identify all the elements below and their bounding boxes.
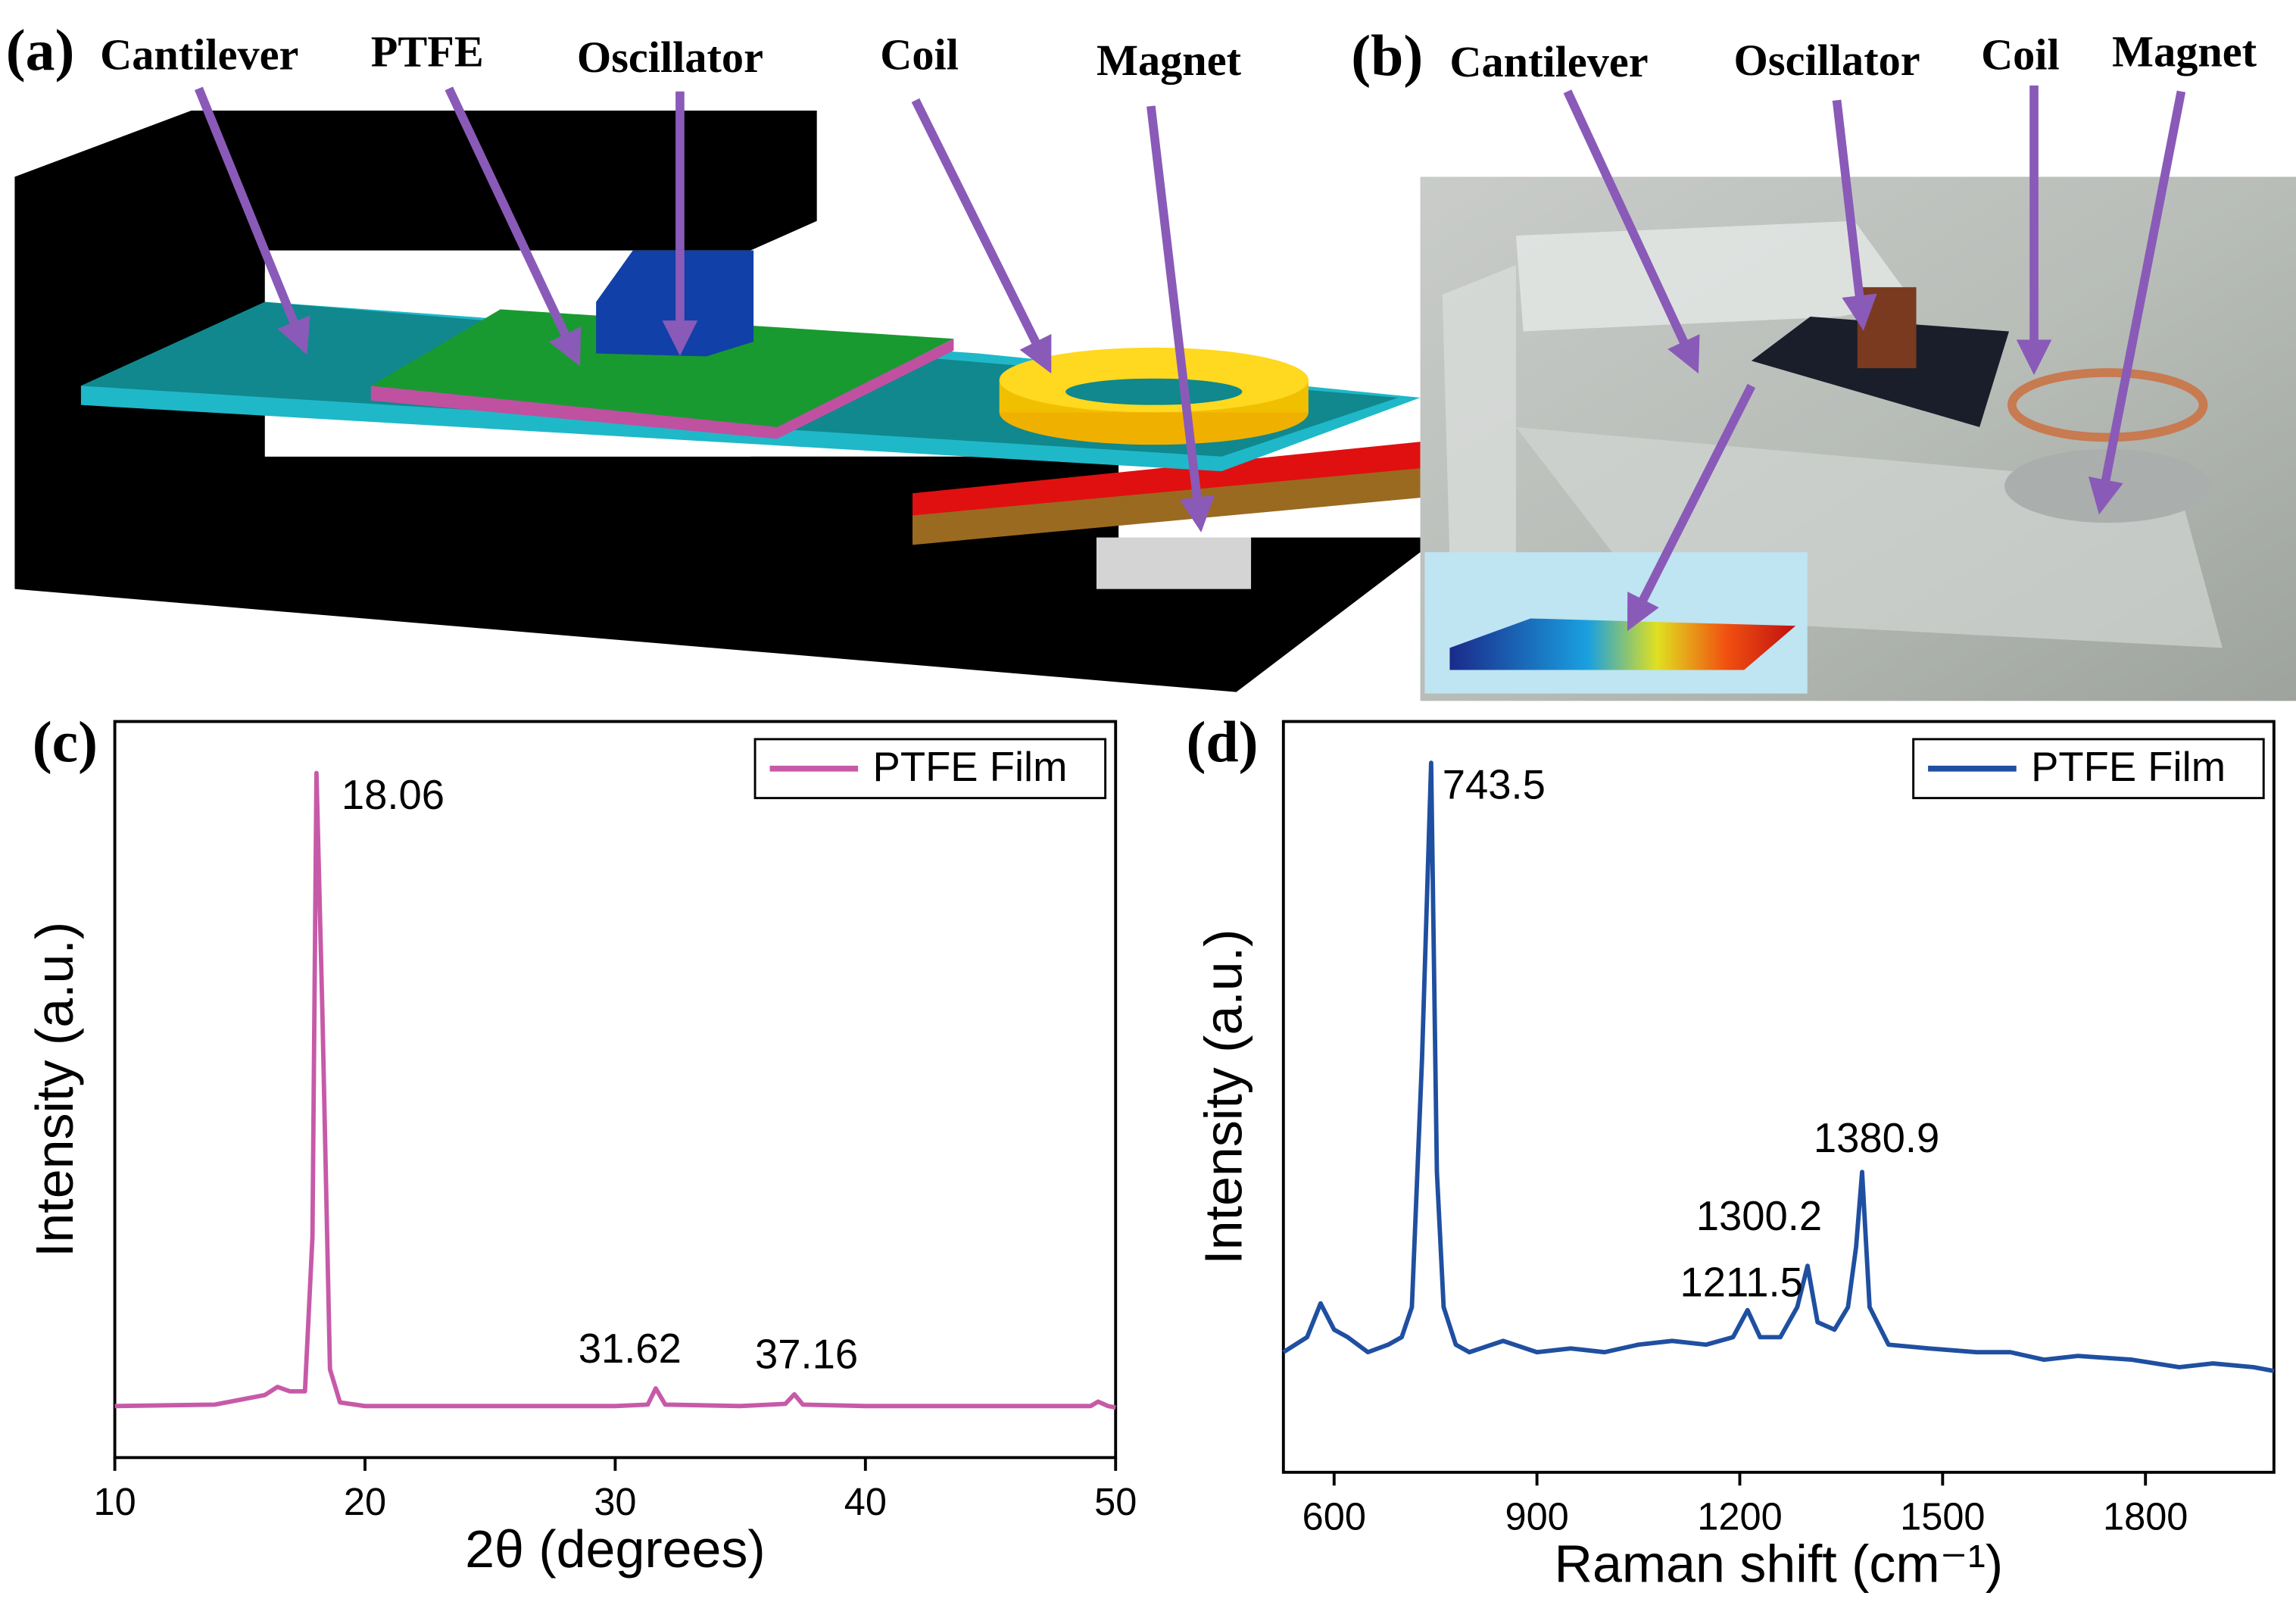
magnet-base [912, 468, 1421, 545]
arrow [1832, 99, 1877, 331]
x-tick-label: 50 [1094, 1480, 1137, 1523]
oscillator [596, 250, 754, 357]
chart: 10 20 30 40 50 2θ (degrees) Intensity (a.u.) (c… [25, 709, 1137, 1579]
chart: 600 900 1200 1500 1800 Raman shift (cm⁻¹) Inte… [1187, 709, 2276, 1594]
peak-label: 1300.2 [1696, 1193, 1822, 1239]
part-label: Oscillator [1734, 36, 1920, 85]
x-tick-label: 1800 [2103, 1494, 2188, 1538]
coil-hole [1065, 378, 1243, 405]
legend-label: PTFE Film [873, 744, 1068, 790]
peak-label: 31.62 [579, 1326, 682, 1372]
acrylic-side [1442, 265, 1516, 560]
x-tick-label: 10 [93, 1480, 136, 1523]
part-label: Cantilever [100, 30, 298, 79]
peak-label: 1380.9 [1814, 1115, 1939, 1161]
x-tick-label: 1200 [1697, 1494, 1782, 1538]
panel-b: (b) Cantilever Oscillator Coil Magnet [1351, 23, 2296, 701]
base [1096, 537, 1252, 589]
acrylic-top [1515, 220, 1914, 332]
plot-frame [1281, 720, 2276, 1474]
arrow [194, 86, 310, 355]
part-label: Cantilever [1449, 37, 1648, 86]
data-line [114, 770, 1116, 1410]
peak-label: 743.5 [1443, 761, 1546, 807]
x-tick-label: 600 [1302, 1494, 1366, 1538]
y-axis-title: Intensity (a.u.) [1193, 929, 1253, 1265]
x-tick-label: 20 [344, 1480, 386, 1523]
x-tick-label: 1500 [1900, 1494, 1985, 1538]
arrow [445, 86, 582, 367]
part-label: Magnet [2112, 27, 2257, 76]
panel-a: (a) Cantilever PTFE Oscillator Coil Magn… [6, 17, 1421, 692]
part-label: Coil [1981, 30, 2060, 79]
x-tick-label: 900 [1505, 1494, 1568, 1538]
part-label: Coil [880, 30, 959, 79]
panel-label: (c) [33, 709, 98, 774]
frame [14, 110, 1421, 692]
cantilever-photo [1751, 317, 2009, 427]
peak-label: 18.06 [342, 772, 445, 818]
part-label: Oscillator [577, 33, 763, 82]
panel-label: (a) [6, 17, 75, 83]
x-tick-label: 30 [594, 1480, 636, 1523]
arrow [1563, 89, 1700, 374]
peak-label: 37.16 [755, 1332, 858, 1378]
ptfe-edge [370, 386, 778, 439]
y-axis-title: Intensity (a.u.) [25, 922, 84, 1257]
x-axis-title: 2θ (degrees) [465, 1519, 766, 1579]
arrow [2088, 90, 2186, 515]
coil-photo [2007, 368, 2208, 442]
panel-label: (b) [1351, 23, 1423, 89]
panel-label: (d) [1187, 709, 1259, 774]
data-line [1282, 760, 2275, 1373]
arrow [1146, 105, 1215, 532]
ptfe-side [777, 339, 954, 439]
arrow [911, 98, 1052, 374]
ptfe [370, 309, 954, 427]
peak-label: 1211.5 [1680, 1259, 1803, 1305]
x-axis-title: Raman shift (cm⁻¹) [1554, 1535, 2003, 1594]
part-label: Magnet [1097, 36, 1242, 85]
arrow [1627, 383, 1756, 632]
x-tick-label: 40 [844, 1480, 887, 1523]
part-label: PTFE [371, 27, 484, 76]
legend-label: PTFE Film [2031, 744, 2226, 790]
simulation-beam [1449, 618, 1796, 670]
oscillator-photo [1857, 287, 1917, 369]
